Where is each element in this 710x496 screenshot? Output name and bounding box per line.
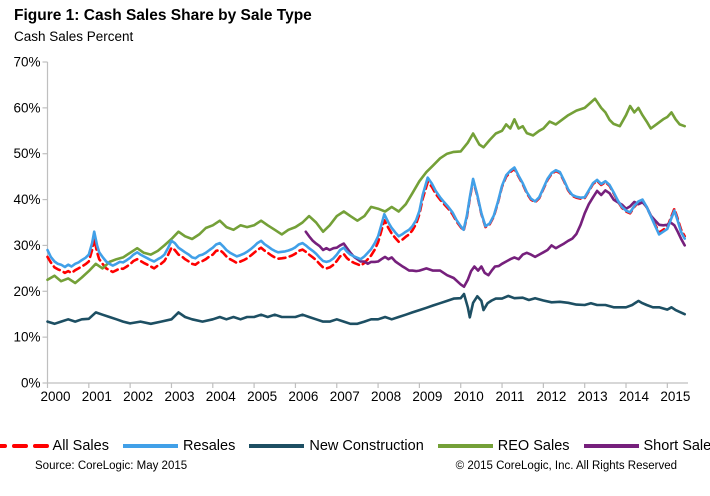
cash-sales-line-chart: 0% 10% 20% 30% 40% 50% 60% 70% 2000 2001 2002 2003 2… (13, 55, 690, 405)
legend-label-short-sales: Short Sales (643, 438, 710, 454)
x-tick-label: 2004 (206, 389, 237, 404)
y-tick-label: 70% (13, 55, 40, 70)
legend-item-resales: Resales (122, 438, 235, 454)
legend-item-all-sales: All Sales (0, 438, 109, 454)
legend-swatch-resales (122, 444, 178, 448)
y-tick-label: 60% (13, 100, 40, 115)
y-tick-label: 30% (13, 238, 40, 253)
x-tick-label: 2007 (330, 389, 360, 404)
legend-swatch-all-sales (0, 444, 49, 448)
y-tick-label: 0% (21, 376, 41, 391)
legend-item-reo-sales: REO Sales (437, 438, 570, 454)
x-tick-label: 2006 (288, 389, 318, 404)
y-tick-label: 40% (13, 192, 40, 207)
legend-label-resales: Resales (182, 438, 236, 454)
x-tick-label: 2015 (660, 389, 690, 404)
chart-title: Figure 1: Cash Sales Share by Sale Type (14, 7, 312, 24)
x-tick-label: 2005 (247, 389, 277, 404)
x-tick-label: 2014 (619, 389, 650, 404)
y-tick-label: 10% (13, 330, 40, 345)
x-tick-label: 2013 (578, 389, 608, 404)
chart-legend: All Sales Resales New Construction REO Sale… (0, 438, 710, 454)
legend-swatch-short-sales (583, 444, 639, 448)
series-line-reo-sales (46, 97, 687, 285)
copyright-note: © 2015 CoreLogic, Inc. All Rights Reserv… (455, 460, 677, 472)
legend-label-new-construction: New Construction (309, 438, 424, 454)
series-line-short-sales (304, 189, 687, 289)
legend-item-short-sales: Short Sales (583, 438, 710, 454)
legend-swatch-new-construction (249, 444, 305, 448)
x-tick-label: 2000 (40, 389, 70, 404)
x-tick-label: 2001 (82, 389, 112, 404)
chart-y-axis-title: Cash Sales Percent (14, 29, 134, 44)
series-line-new-construction (46, 292, 687, 326)
x-tick-label: 2012 (536, 389, 566, 404)
series-line-resales (46, 166, 687, 269)
x-tick-label: 2009 (412, 389, 442, 404)
legend-swatch-reo-sales (437, 444, 493, 448)
x-tick-label: 2008 (371, 389, 401, 404)
y-tick-label: 20% (13, 284, 40, 299)
x-tick-label: 2002 (123, 389, 153, 404)
legend-item-new-construction: New Construction (248, 438, 424, 454)
y-tick-label: 50% (13, 146, 40, 161)
legend-label-all-sales: All Sales (52, 438, 109, 454)
source-note: Source: CoreLogic: May 2015 (35, 460, 188, 472)
x-tick-label: 2010 (454, 389, 484, 404)
x-tick-label: 2011 (496, 389, 525, 404)
legend-label-reo-sales: REO Sales (497, 438, 570, 454)
x-tick-label: 2003 (164, 389, 194, 404)
